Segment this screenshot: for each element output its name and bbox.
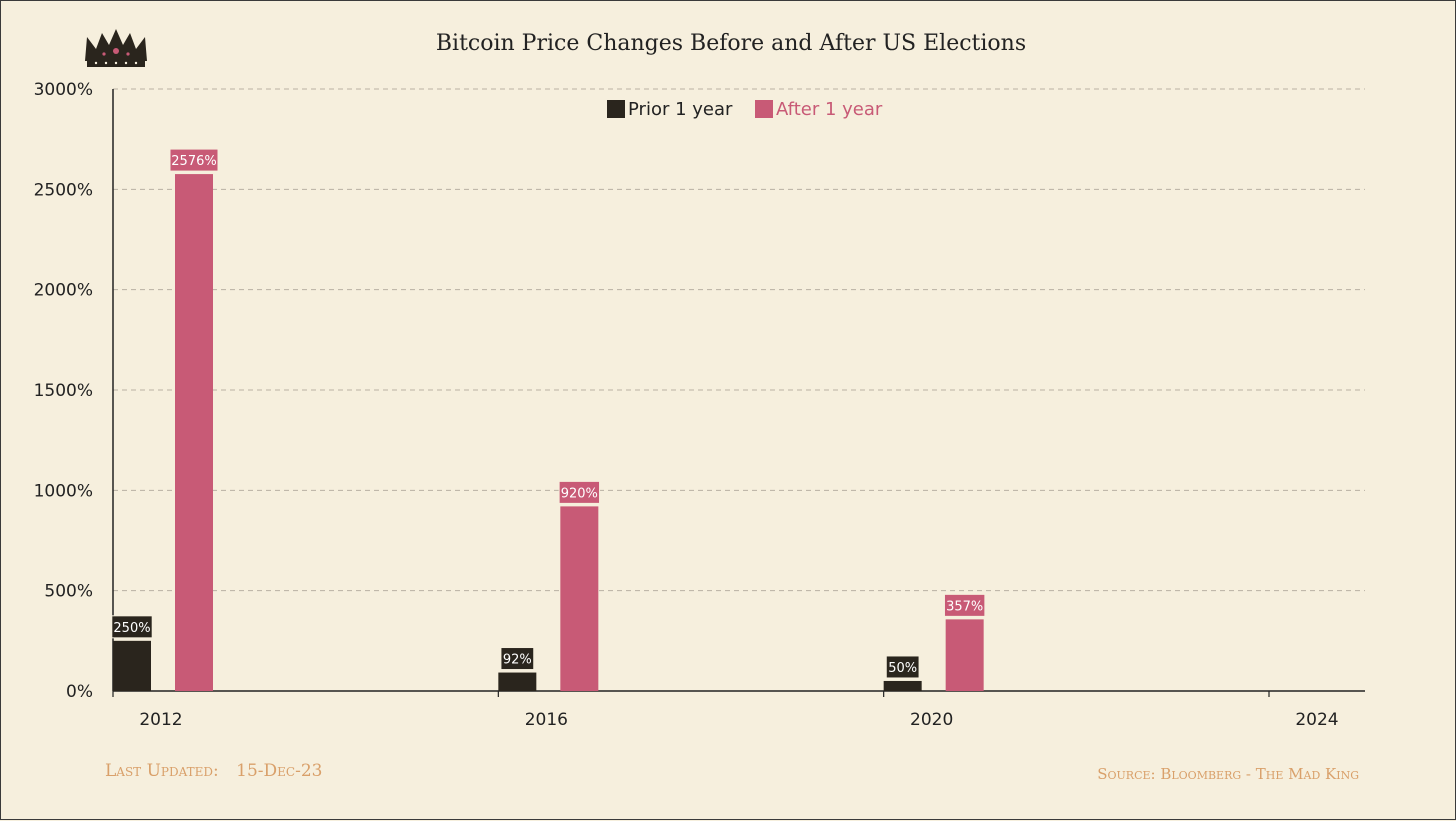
bar — [498, 672, 537, 691]
y-tick-label: 3000% — [34, 80, 93, 100]
data-label: 50% — [888, 661, 917, 676]
y-axis: 0% 500% 1000% 1500% 2000% 2500% 3000% — [34, 80, 114, 702]
data-label: 250% — [113, 621, 150, 636]
data-label-box — [943, 593, 986, 617]
y-tick-label: 500% — [44, 582, 93, 602]
last-updated-date: 15-Dec-23 — [236, 761, 323, 781]
bar — [560, 506, 599, 691]
legend-label: After 1 year — [776, 99, 883, 120]
y-tick-label: 2500% — [34, 180, 93, 200]
bar — [945, 619, 984, 691]
data-label-box — [169, 148, 219, 172]
y-tick-label: 1000% — [34, 481, 93, 501]
data-label-box — [111, 615, 153, 639]
chart-title: Bitcoin Price Changes Before and After U… — [436, 31, 1026, 56]
last-updated: Last Updated: 15-Dec-23 — [105, 761, 322, 781]
data-label-box — [558, 480, 601, 504]
legend: Prior 1 year After 1 year — [607, 99, 883, 120]
bars: 250% 92% 50% 2576% 920% 357% — [111, 148, 986, 692]
legend-swatch — [607, 100, 625, 118]
y-tick-label: 2000% — [34, 281, 93, 301]
x-tick-label: 2020 — [910, 710, 953, 730]
data-label: 92% — [503, 653, 532, 668]
bar — [113, 640, 151, 691]
y-tick-label: 1500% — [34, 381, 93, 401]
x-tick-label: 2016 — [525, 710, 568, 730]
data-label-box — [885, 655, 920, 679]
data-label-box — [500, 647, 535, 671]
legend-label: Prior 1 year — [628, 99, 733, 120]
data-label: 2576% — [171, 154, 216, 169]
x-tick-label: 2024 — [1295, 710, 1338, 730]
y-tick-label: 0% — [66, 682, 93, 702]
source-credit: Source: Bloomberg - The Mad King — [1097, 765, 1359, 783]
data-label: 357% — [946, 599, 983, 614]
x-axis: 2012 2016 2020 2024 — [112, 690, 1365, 730]
data-label: 920% — [561, 486, 598, 501]
last-updated-label: Last Updated: — [105, 761, 219, 781]
legend-swatch — [755, 100, 773, 118]
crown-icon — [85, 29, 147, 67]
grid-lines — [113, 88, 1365, 592]
x-tick-label: 2012 — [139, 710, 182, 730]
bar — [883, 680, 922, 691]
bar — [175, 174, 213, 692]
